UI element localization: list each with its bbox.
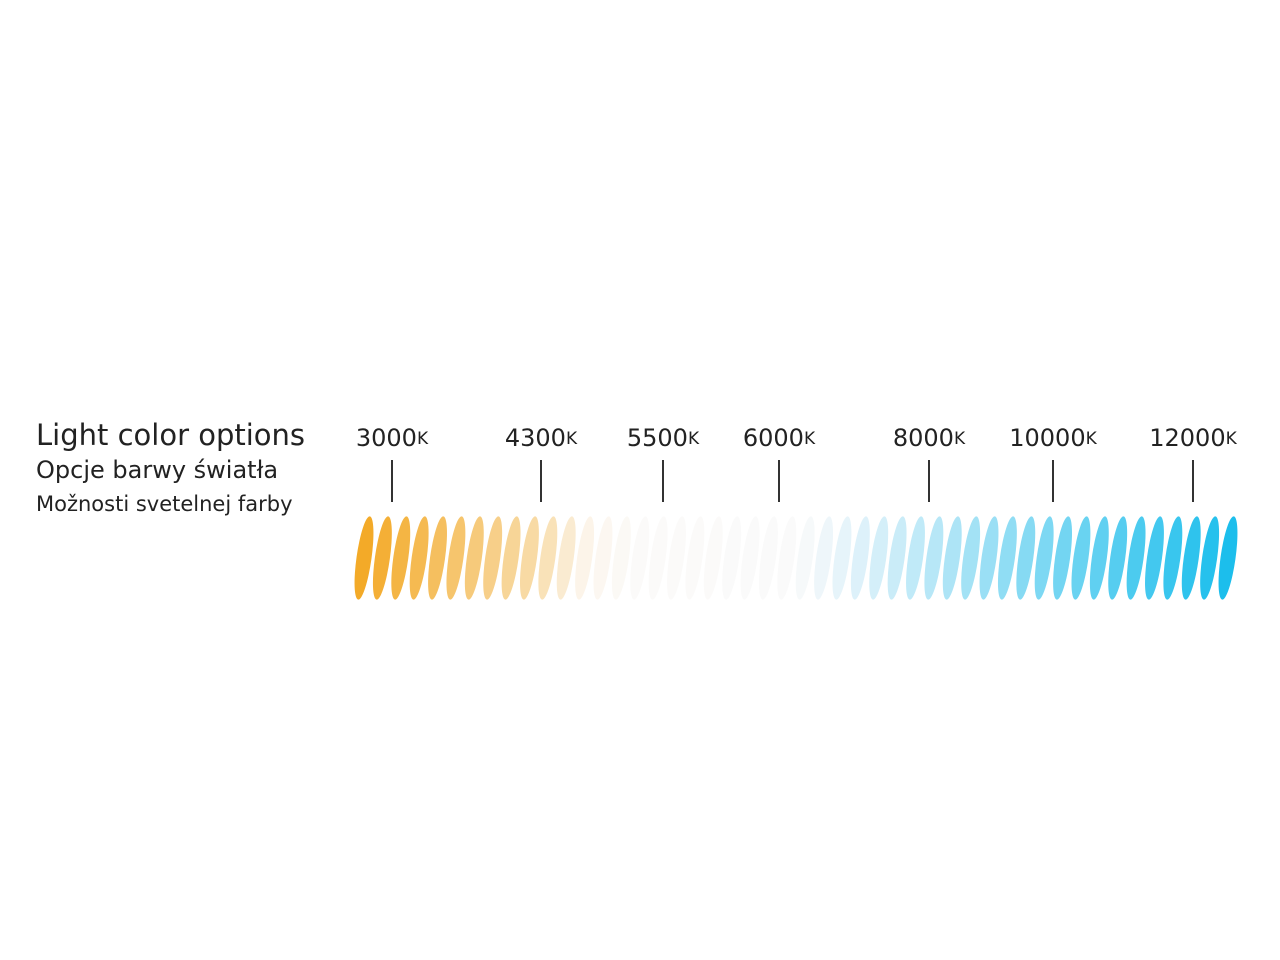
temperature-unit: K <box>804 429 816 449</box>
color-oval <box>575 516 595 600</box>
temperature-number: 4300 <box>505 424 566 452</box>
color-oval <box>538 516 558 600</box>
color-oval <box>979 516 999 600</box>
title: Light color options <box>36 418 305 452</box>
temperature-label: 10000K <box>1009 424 1097 452</box>
temperature-label: 3000K <box>356 424 429 452</box>
color-oval <box>446 516 466 600</box>
color-oval <box>1218 516 1238 600</box>
color-oval <box>519 516 539 600</box>
color-oval <box>409 516 429 600</box>
color-oval <box>501 516 521 600</box>
color-oval <box>1108 516 1128 600</box>
color-oval <box>1089 516 1109 600</box>
temperature-unit: K <box>688 429 700 449</box>
temperature-label: 4300K <box>505 424 578 452</box>
color-oval <box>483 516 503 600</box>
temperature-label: 8000K <box>893 424 966 452</box>
color-oval <box>556 516 576 600</box>
color-oval <box>924 516 944 600</box>
color-oval <box>869 516 889 600</box>
temperature-number: 5500 <box>627 424 688 452</box>
temperature-number: 10000 <box>1009 424 1085 452</box>
subtitle: Možnosti svetelnej farby <box>36 492 293 516</box>
color-oval <box>703 516 723 600</box>
temperature-number: 12000 <box>1149 424 1225 452</box>
temperature-number: 8000 <box>893 424 954 452</box>
temperature-label: 6000K <box>743 424 816 452</box>
color-oval <box>832 516 852 600</box>
temperature-unit: K <box>954 429 966 449</box>
color-oval <box>1053 516 1073 600</box>
color-oval <box>814 516 834 600</box>
color-oval <box>1163 516 1183 600</box>
subtitle: Opcje barwy światła <box>36 456 278 484</box>
color-oval <box>942 516 962 600</box>
temperature-label: 12000K <box>1149 424 1237 452</box>
temperature-unit: K <box>1226 429 1238 449</box>
color-oval <box>758 516 778 600</box>
color-oval <box>630 516 650 600</box>
color-oval <box>1200 516 1220 600</box>
color-oval <box>464 516 484 600</box>
temperature-number: 6000 <box>743 424 804 452</box>
color-oval <box>611 516 631 600</box>
color-oval <box>740 516 760 600</box>
color-oval <box>593 516 613 600</box>
color-oval <box>372 516 392 600</box>
color-oval <box>685 516 705 600</box>
color-oval <box>887 516 907 600</box>
temperature-unit: K <box>1086 429 1098 449</box>
color-oval <box>667 516 686 600</box>
color-oval <box>1181 516 1201 600</box>
temperature-unit: K <box>566 429 578 449</box>
temperature-number: 3000 <box>356 424 417 452</box>
color-strip <box>354 516 1238 600</box>
color-oval <box>1071 516 1091 600</box>
color-oval <box>997 516 1017 600</box>
color-oval <box>850 516 870 600</box>
color-oval <box>722 516 742 600</box>
color-oval <box>354 516 374 600</box>
scale-labels: 3000K 4300K 5500K 6000K 8000K 10000K 120… <box>356 424 1238 452</box>
color-oval <box>1126 516 1146 600</box>
color-oval <box>1016 516 1036 600</box>
color-oval <box>648 516 668 600</box>
color-oval <box>777 516 797 600</box>
color-oval <box>906 516 925 600</box>
tick-lines <box>391 460 1194 502</box>
color-oval <box>961 516 981 600</box>
color-oval <box>795 516 815 600</box>
color-oval <box>1145 516 1164 600</box>
color-oval <box>1034 516 1054 600</box>
color-oval <box>428 516 447 600</box>
temperature-label: 5500K <box>627 424 700 452</box>
temperature-unit: K <box>417 429 429 449</box>
color-oval <box>391 516 411 600</box>
